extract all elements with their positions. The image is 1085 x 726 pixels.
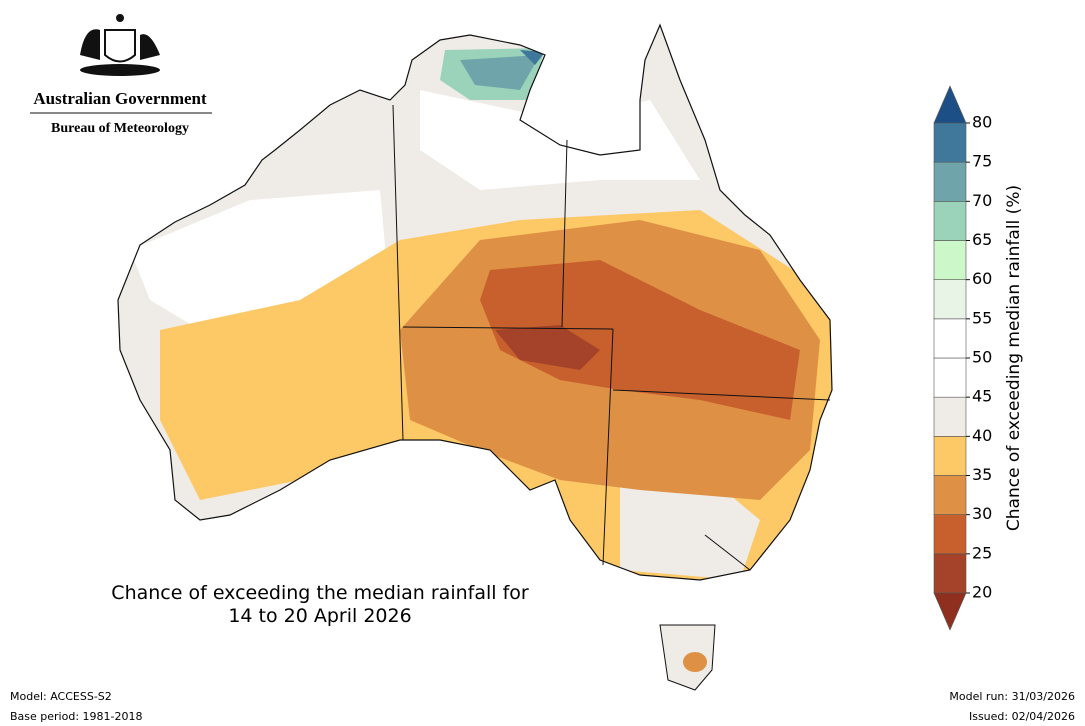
colorbar-tick-label: 25 bbox=[972, 543, 992, 562]
colorbar-bin bbox=[933, 318, 967, 359]
agency-name: Bureau of Meteorology bbox=[51, 121, 189, 136]
colorbar-under bbox=[933, 592, 967, 631]
state-borders bbox=[392, 104, 831, 571]
colorbar-tick-label: 55 bbox=[972, 308, 992, 327]
colorbar-bin bbox=[933, 475, 967, 515]
colorbar-bin bbox=[933, 357, 967, 398]
colorbar-tick-label: 40 bbox=[972, 426, 992, 445]
colorbar: 20 25 30 35 40 45 50 55 60 65 70 75 80 bbox=[933, 85, 992, 631]
colorbar-bin bbox=[933, 553, 967, 594]
colorbar-over bbox=[933, 85, 967, 124]
colorbar-bin bbox=[933, 122, 967, 163]
colorbar-tick-label: 65 bbox=[972, 230, 992, 249]
colorbar-tick-label: 60 bbox=[972, 269, 992, 288]
coat-of-arms bbox=[80, 14, 160, 76]
colorbar-tick-label: 35 bbox=[972, 465, 992, 484]
model-run: Model run: 31/03/2026 bbox=[949, 690, 1075, 703]
colorbar-bin bbox=[933, 201, 967, 241]
colorbar-bin bbox=[933, 161, 967, 202]
colorbar-bin bbox=[933, 240, 967, 280]
colorbar-bin bbox=[933, 436, 967, 476]
base-period: Base period: 1981-2018 bbox=[10, 710, 142, 723]
map-title: 14 to 20 April 2026 bbox=[228, 605, 411, 627]
colorbar-tick-label: 70 bbox=[972, 191, 992, 210]
tasmania-patch bbox=[683, 652, 707, 672]
colorbar-tick-label: 75 bbox=[972, 152, 992, 171]
colorbar-bin bbox=[933, 396, 967, 437]
map-title: Chance of exceeding the median rainfall … bbox=[111, 582, 529, 604]
colorbar-tick-label: 50 bbox=[972, 348, 992, 367]
model-name: Model: ACCESS-S2 bbox=[10, 690, 112, 703]
colorbar-tick-label: 45 bbox=[972, 387, 992, 406]
colorbar-tick-label: 80 bbox=[972, 113, 992, 132]
colorbar-label: Chance of exceeding median rainfall (%) bbox=[1004, 185, 1024, 531]
colorbar-bin bbox=[933, 279, 967, 320]
colorbar-bin bbox=[933, 514, 967, 555]
colorbar-tick-label: 30 bbox=[972, 504, 992, 523]
government-name: Australian Government bbox=[33, 89, 207, 108]
issued-date: Issued: 02/04/2026 bbox=[969, 710, 1075, 723]
map-fill bbox=[118, 25, 832, 580]
colorbar-tick-label: 20 bbox=[972, 583, 992, 602]
